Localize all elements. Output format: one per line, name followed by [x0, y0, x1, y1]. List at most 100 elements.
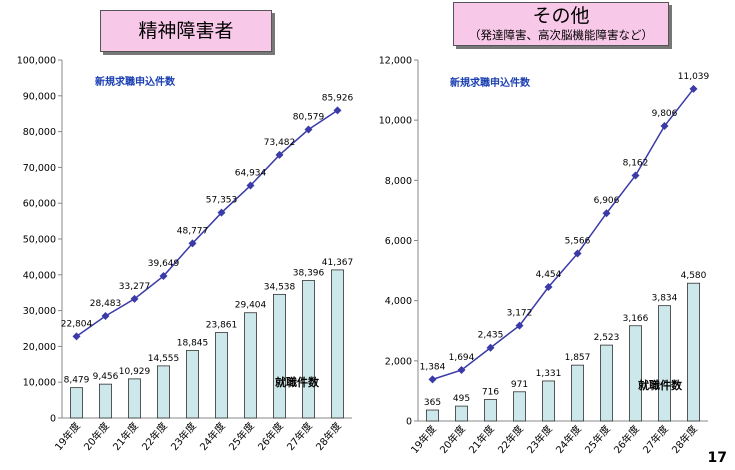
bar [273, 293, 286, 419]
y-tick-label: 40,000 [23, 270, 56, 281]
bar-data-label: 495 [453, 394, 470, 404]
bar-data-label: 1,857 [565, 353, 591, 363]
bar-data-label: 3,834 [652, 294, 678, 304]
x-tick-label: 27年度 [284, 420, 315, 453]
x-tick-label: 24年度 [197, 420, 228, 453]
x-tick-label: 20年度 [437, 423, 468, 456]
line-data-label: 3,172 [507, 309, 533, 319]
y-tick-label: 10,000 [379, 116, 412, 127]
x-tick-label: 23年度 [524, 423, 555, 456]
series-name-line: 新規求職申込件数 [95, 75, 176, 88]
line-data-label: 22,804 [61, 319, 93, 329]
bar [658, 305, 671, 422]
line-data-label: 4,454 [536, 270, 562, 280]
y-tick-label: 6,000 [385, 236, 412, 247]
bar [687, 282, 700, 422]
line-point [631, 171, 640, 180]
y-tick-label: 2,000 [385, 356, 412, 367]
bar-data-label: 3,166 [623, 314, 649, 324]
x-tick-label: 25年度 [582, 423, 613, 456]
line-data-label: 11,039 [678, 72, 710, 82]
y-tick-label: 10,000 [23, 378, 56, 389]
line-point [515, 321, 524, 330]
bar-data-label: 29,404 [235, 301, 267, 311]
bar-data-label: 8,479 [64, 376, 90, 386]
y-tick-label: 0 [50, 414, 56, 425]
y-tick-label: 0 [406, 417, 412, 428]
line-data-label: 1,694 [449, 353, 475, 363]
line-data-label: 57,353 [206, 196, 238, 206]
y-tick-label: 50,000 [23, 235, 56, 246]
bar-data-label: 1,331 [536, 369, 562, 379]
bar-data-label: 2,523 [594, 333, 620, 343]
line-point [246, 181, 255, 190]
bar-data-label: 18,845 [177, 339, 209, 349]
x-tick-label: 20年度 [81, 420, 112, 453]
line-data-label: 33,277 [119, 282, 151, 292]
line-data-label: 85,926 [322, 93, 354, 103]
line-point [101, 312, 110, 321]
line-data-label: 39,649 [148, 259, 180, 269]
line-point [486, 343, 495, 352]
chart-title-right: その他 （発達障害、高次脳機能障害など） [453, 2, 669, 46]
line-point [428, 375, 437, 384]
line-point [544, 283, 553, 292]
line-data-label: 1,384 [420, 362, 446, 372]
x-tick-label: 23年度 [168, 420, 199, 453]
bar [186, 350, 199, 419]
x-tick-label: 26年度 [255, 420, 286, 453]
y-tick-label: 70,000 [23, 163, 56, 174]
line-data-label: 80,579 [293, 113, 325, 123]
chart-right: 0 2,000 4,000 6,000 8,000 10,000 12,000 365 495 7… [379, 56, 710, 457]
series-name-line: 新規求職申込件数 [450, 76, 531, 89]
x-tick-label: 26年度 [611, 423, 642, 456]
series-line [432, 88, 695, 381]
line-data-label: 73,482 [264, 138, 296, 148]
bar [600, 344, 613, 422]
line-point [130, 294, 139, 303]
bar [157, 365, 170, 419]
chart-title-left-text: 精神障害者 [138, 20, 234, 42]
line-point [660, 122, 669, 131]
x-tick-label: 19年度 [52, 420, 83, 453]
bar-data-label: 41,367 [322, 258, 354, 268]
bar [128, 378, 141, 419]
bar [571, 364, 584, 422]
chart-title-left: 精神障害者 [100, 10, 272, 52]
bar [484, 399, 497, 422]
bar [513, 391, 526, 422]
x-tick-label: 27年度 [640, 423, 671, 456]
y-tick-label: 8,000 [385, 176, 412, 187]
line-point [188, 239, 197, 248]
bar-data-label: 34,538 [264, 282, 296, 292]
line-point [275, 150, 284, 159]
x-tick-label: 28年度 [313, 420, 344, 453]
chart-subtitle-right-text: （発達障害、高次脳機能障害など） [469, 28, 653, 42]
line-point [573, 249, 582, 258]
bar-data-label: 23,861 [206, 321, 238, 331]
x-tick-label: 22年度 [139, 420, 170, 453]
y-tick-label: 4,000 [385, 296, 412, 307]
line-data-label: 48,777 [177, 226, 209, 236]
bar [426, 409, 439, 422]
line-point [304, 125, 313, 134]
series-name-bar: 就職件数 [638, 378, 683, 392]
x-tick-label: 22年度 [495, 423, 526, 456]
chart-left: 0 10,000 20,000 30,000 40,000 50,000 60,000 70,… [17, 56, 354, 454]
x-tick-label: 28年度 [669, 423, 700, 456]
bar [542, 380, 555, 422]
line-point [72, 332, 81, 341]
x-tick-label: 24年度 [553, 423, 584, 456]
bar [70, 387, 83, 419]
line-data-label: 6,906 [594, 196, 620, 206]
y-tick-label: 20,000 [23, 342, 56, 353]
series-line [76, 109, 338, 337]
line-point [333, 106, 342, 115]
line-point [602, 209, 611, 218]
bar [629, 325, 642, 422]
line-point [689, 84, 698, 93]
y-tick-label: 90,000 [23, 91, 56, 102]
y-tick-label: 80,000 [23, 127, 56, 138]
y-tick-label: 100,000 [17, 56, 56, 67]
line-point [159, 272, 168, 281]
